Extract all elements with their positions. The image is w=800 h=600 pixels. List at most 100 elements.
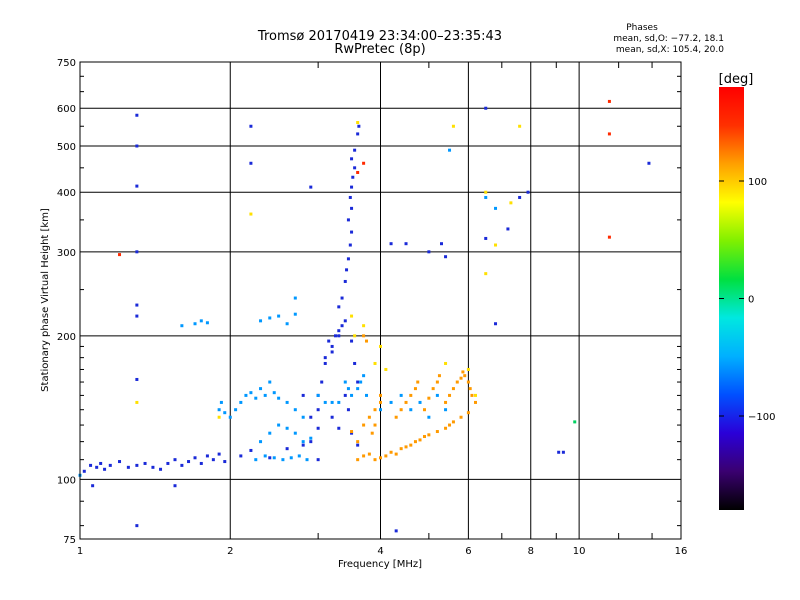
data-point (249, 212, 253, 216)
data-point (647, 161, 651, 165)
data-point (440, 242, 444, 246)
data-point (494, 206, 498, 210)
data-point (135, 400, 139, 404)
data-point (151, 465, 155, 469)
data-point (350, 157, 354, 161)
data-point (337, 334, 341, 338)
data-point (418, 438, 422, 442)
data-point (337, 329, 341, 333)
data-point (422, 408, 426, 412)
data-point (466, 380, 470, 384)
stats-heading: Phases (626, 23, 658, 33)
data-point (526, 190, 530, 194)
data-point (379, 344, 382, 348)
data-point (409, 393, 413, 397)
data-point (345, 268, 349, 272)
data-point (394, 452, 398, 456)
colorbar-tick-label: 100 (748, 177, 767, 188)
y-axis-label: Stationary phase Virtual Height [km] (40, 208, 51, 392)
data-point (268, 456, 272, 460)
data-point (353, 166, 357, 170)
data-point (301, 440, 305, 444)
data-point (293, 312, 297, 316)
data-point (239, 400, 243, 404)
data-point (451, 124, 455, 128)
data-point (327, 339, 331, 343)
data-point (211, 458, 215, 462)
data-point (357, 124, 361, 128)
data-point (399, 447, 403, 451)
data-point (370, 431, 374, 435)
data-point (91, 484, 95, 488)
data-point (199, 461, 203, 465)
data-point (135, 377, 139, 381)
data-point (337, 305, 341, 309)
data-point (118, 253, 122, 257)
data-point (180, 324, 184, 328)
x-tick-label: 2 (227, 546, 233, 557)
data-point (463, 374, 467, 378)
data-point (518, 195, 522, 199)
data-point (323, 400, 327, 404)
data-point (389, 450, 393, 454)
grid-layer (80, 62, 681, 539)
tick-marks-layer (80, 62, 681, 539)
data-point (337, 400, 341, 404)
data-point (561, 450, 565, 454)
data-point (427, 415, 431, 419)
data-point (254, 458, 258, 462)
data-point (350, 431, 354, 435)
data-point (459, 415, 463, 419)
data-point (350, 185, 354, 189)
data-point (254, 396, 258, 400)
data-point (484, 236, 488, 240)
y-tick-label: 75 (63, 535, 76, 546)
data-points-layer (78, 99, 651, 533)
data-point (217, 452, 221, 456)
data-point (362, 161, 366, 165)
data-point (330, 415, 334, 419)
data-point (484, 106, 488, 110)
data-point (362, 374, 366, 378)
data-point (82, 469, 86, 473)
data-point (350, 206, 354, 210)
data-point (435, 430, 439, 434)
y-tick-label: 300 (57, 248, 76, 259)
data-point (343, 319, 347, 323)
data-point (435, 393, 439, 397)
data-point (448, 423, 452, 427)
data-point (135, 184, 139, 188)
data-point (259, 387, 263, 391)
data-point (219, 400, 223, 404)
data-point (379, 393, 382, 397)
data-point (466, 367, 470, 371)
data-point (293, 408, 297, 412)
data-point (173, 484, 177, 488)
data-point (350, 393, 354, 397)
y-tick-label: 400 (57, 188, 76, 199)
data-point (135, 303, 139, 307)
data-point (223, 411, 227, 415)
data-point (249, 448, 253, 452)
data-point (320, 380, 324, 384)
data-point (356, 443, 360, 447)
x-tick-label: 4 (377, 546, 383, 557)
data-point (435, 380, 439, 384)
data-point (367, 452, 371, 456)
data-point (217, 415, 221, 419)
data-point (309, 185, 313, 189)
data-point (173, 458, 177, 462)
data-point (337, 426, 341, 430)
data-point (404, 445, 408, 449)
data-point (343, 279, 347, 283)
data-point (135, 250, 139, 254)
data-point (205, 321, 209, 325)
data-point (509, 201, 513, 205)
data-point (346, 257, 350, 261)
colorbar-label: [deg] (719, 72, 754, 87)
data-point (389, 242, 393, 246)
data-point (484, 272, 488, 276)
data-point (356, 132, 360, 136)
data-point (399, 393, 403, 397)
data-point (244, 393, 248, 397)
